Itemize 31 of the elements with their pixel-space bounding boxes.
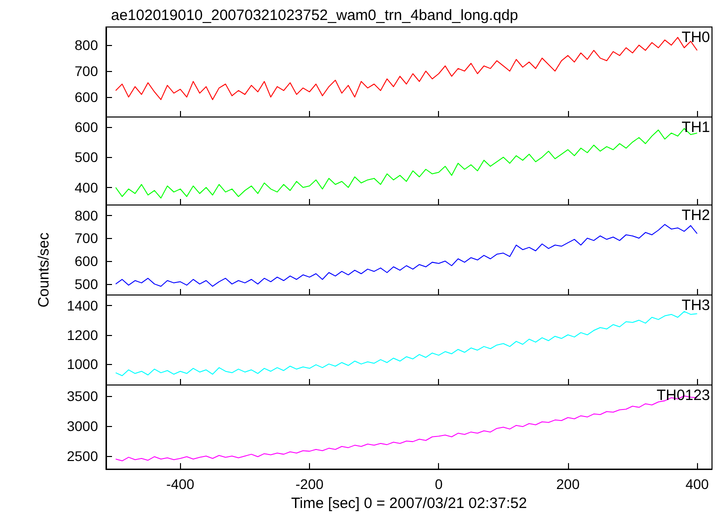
x-tick-label: -400 bbox=[166, 476, 195, 492]
y-axis-title: Counts/sec bbox=[36, 232, 52, 308]
y-tick-label: 1000 bbox=[66, 356, 98, 372]
y-tick-label: 3500 bbox=[66, 388, 98, 404]
y-tick-label: 600 bbox=[74, 253, 98, 270]
y-tick-label: 500 bbox=[74, 149, 98, 166]
y-tick-label: 3000 bbox=[66, 418, 98, 434]
x-tick-label: 0 bbox=[434, 476, 443, 492]
y-tick-label: 700 bbox=[74, 63, 98, 80]
y-tick-label: 800 bbox=[74, 37, 98, 54]
series-label: TH0123 bbox=[656, 387, 710, 404]
y-tick-label: 700 bbox=[74, 230, 98, 246]
x-tick-label: 400 bbox=[685, 476, 710, 492]
y-tick-label: 2500 bbox=[66, 448, 98, 464]
line-series bbox=[115, 311, 698, 376]
chart-title: ae102019010_20070321023752_wam0_trn_4band_long.qdp bbox=[111, 7, 518, 24]
y-tick-label: 800 bbox=[74, 207, 98, 224]
y-tick-label: 500 bbox=[74, 276, 98, 292]
x-axis-title: Time [sec] 0 = 2007/03/21 02:37:52 bbox=[291, 495, 527, 512]
x-tick-label: 200 bbox=[556, 476, 580, 492]
series-label: TH0 bbox=[682, 29, 710, 46]
y-tick-label: 400 bbox=[74, 179, 98, 196]
y-tick-label: 600 bbox=[74, 89, 98, 106]
y-tick-label: 1400 bbox=[66, 298, 98, 314]
y-tick-label: 1200 bbox=[66, 326, 98, 343]
y-tick-label: 600 bbox=[74, 118, 98, 135]
x-tick-label: -200 bbox=[295, 476, 324, 492]
line-series bbox=[115, 224, 698, 287]
series-label: TH3 bbox=[682, 297, 710, 314]
series-label: TH1 bbox=[682, 119, 710, 136]
series-label: TH2 bbox=[682, 207, 710, 224]
